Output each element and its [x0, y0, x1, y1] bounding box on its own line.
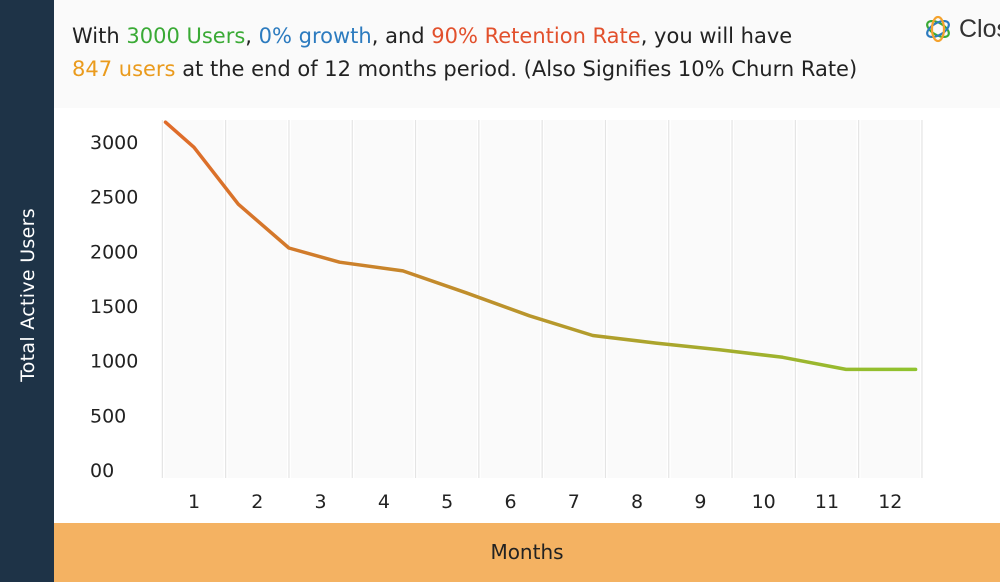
grid-band [354, 120, 414, 478]
caption-text: With [72, 24, 127, 48]
grid-band [164, 120, 224, 478]
y-tick-label: 2000 [90, 241, 138, 263]
grid-band [734, 120, 794, 478]
y-axis-label: Total Active Users [17, 208, 39, 382]
y-tick-label: 00 [90, 460, 114, 482]
grid-band [607, 120, 667, 478]
caption-users: 3000 Users [126, 24, 246, 48]
chart-grid [161, 120, 923, 478]
grid-band [480, 120, 541, 478]
x-tick-label: 5 [441, 491, 453, 513]
x-tick-label: 7 [568, 491, 580, 513]
caption-text: at the end of 12 months period. (Also Si… [175, 57, 858, 81]
x-tick-label: 6 [504, 491, 516, 513]
grid-band [860, 120, 920, 478]
caption-text: , and [371, 24, 432, 48]
close-logo: Close [923, 14, 1000, 44]
x-tick-label: 11 [815, 491, 839, 513]
x-tick-label: 2 [251, 491, 263, 513]
y-axis-band: Total Active Users [0, 0, 54, 582]
close-logo-icon [926, 15, 950, 43]
caption-end-users: 847 users [72, 57, 176, 81]
y-tick-label: 500 [90, 405, 126, 427]
x-tick-label: 4 [378, 491, 390, 513]
y-tick-label: 1000 [90, 351, 138, 373]
headline-panel: With 3000 Users, 0% growth, and 90% Rete… [54, 0, 1000, 108]
grid-band [227, 120, 287, 478]
x-tick-label: 12 [878, 491, 902, 513]
y-tick-label: 1500 [90, 296, 138, 318]
series-line-total-users [163, 120, 918, 372]
x-tick-label: 9 [694, 491, 706, 513]
grid-band [670, 120, 731, 478]
x-axis-label: Months [490, 540, 564, 564]
grid-band [797, 120, 857, 478]
y-tick-labels: 00 500 1000 1500 2000 2500 3000 [90, 132, 138, 482]
x-tick-label: 1 [188, 491, 200, 513]
caption-retention: 90% Retention Rate [431, 24, 641, 48]
x-tick-label: 3 [315, 491, 327, 513]
headline-caption: With 3000 Users, 0% growth, and 90% Rete… [72, 20, 857, 86]
grid-band [290, 120, 351, 478]
x-axis-band: Months [54, 523, 1000, 582]
x-tick-label: 10 [752, 491, 776, 513]
x-tick-labels: 1 2 3 4 5 6 7 8 9 10 11 12 [188, 491, 902, 513]
logo-text: Close [959, 14, 1000, 43]
caption-text: , you will have [640, 24, 793, 48]
caption-text: , [245, 24, 259, 48]
x-tick-label: 8 [631, 491, 643, 513]
y-tick-label: 2500 [90, 187, 138, 209]
caption-growth: 0% growth [258, 24, 372, 48]
grid-band [544, 120, 604, 478]
grid-band [417, 120, 477, 478]
y-tick-label: 3000 [90, 132, 138, 154]
